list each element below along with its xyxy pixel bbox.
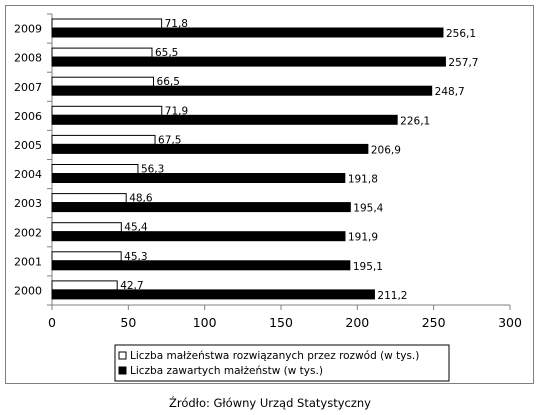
divorce-bar bbox=[51, 193, 127, 204]
divorce-value-label: 56,3 bbox=[141, 164, 164, 176]
divorce-bar bbox=[51, 222, 122, 233]
divorce-value-label: 45,3 bbox=[124, 251, 147, 263]
x-tick-label: 200 bbox=[345, 315, 369, 330]
category-label: 2003 bbox=[14, 197, 42, 210]
category-label: 2006 bbox=[14, 110, 42, 123]
divorce-bar bbox=[51, 280, 118, 291]
x-tick-label: 0 bbox=[48, 315, 56, 330]
x-tick-label: 100 bbox=[193, 315, 217, 330]
divorce-bar bbox=[51, 47, 153, 58]
marriage-bar bbox=[51, 260, 351, 271]
divorce-bar bbox=[51, 18, 163, 29]
x-tick-label: 250 bbox=[422, 315, 446, 330]
source-note: Źródło: Główny Urząd Statystyczny bbox=[168, 396, 371, 410]
divorce-bar bbox=[51, 164, 139, 174]
category-label: 2008 bbox=[14, 52, 42, 65]
category-label: 2000 bbox=[14, 284, 42, 297]
x-tick-label: 300 bbox=[498, 315, 522, 330]
legend-entry: Liczba zawartych małżeństw (w tys.) bbox=[130, 365, 323, 377]
marriage-bar bbox=[51, 85, 433, 96]
bar-chart: 0 50 100 150 200 250 300 2009 71,8 256,1 2008 65,5 2… bbox=[14, 13, 522, 382]
marriage-bar bbox=[51, 173, 346, 183]
divorce-bar bbox=[51, 134, 156, 145]
legend-swatch bbox=[118, 366, 127, 375]
legend-box bbox=[114, 344, 450, 382]
marriage-bar bbox=[51, 202, 351, 213]
x-tick-label: 50 bbox=[120, 315, 136, 330]
marriage-value-label: 191,9 bbox=[348, 232, 378, 244]
divorce-bar bbox=[51, 251, 122, 262]
marriage-bar bbox=[51, 56, 446, 67]
divorce-value-label: 67,5 bbox=[158, 134, 181, 146]
category-label: 2001 bbox=[14, 255, 42, 268]
marriage-bar bbox=[51, 114, 398, 125]
divorce-value-label: 71,9 bbox=[165, 105, 188, 117]
divorce-value-label: 71,8 bbox=[165, 18, 188, 30]
divorce-bar bbox=[51, 105, 163, 116]
marriage-bar bbox=[51, 143, 369, 154]
divorce-value-label: 48,6 bbox=[129, 193, 153, 205]
divorce-value-label: 66,5 bbox=[157, 76, 180, 88]
marriage-value-label: 256,1 bbox=[446, 28, 476, 40]
category-label: 2002 bbox=[14, 226, 42, 239]
category-label: 2004 bbox=[14, 168, 42, 181]
marriage-bar bbox=[51, 231, 346, 242]
marriage-value-label: 248,7 bbox=[435, 86, 465, 98]
divorce-value-label: 42,7 bbox=[120, 280, 143, 292]
category-label: 2007 bbox=[14, 81, 42, 94]
marriage-value-label: 191,8 bbox=[348, 174, 378, 186]
category-label: 2005 bbox=[14, 139, 42, 152]
divorce-bar bbox=[51, 76, 155, 87]
divorce-value-label: 65,5 bbox=[155, 47, 178, 59]
marriage-value-label: 206,9 bbox=[371, 144, 401, 156]
category-label: 2009 bbox=[14, 23, 42, 36]
marriage-bar bbox=[51, 27, 444, 38]
marriage-bar bbox=[51, 289, 375, 300]
x-tick-label: 150 bbox=[269, 315, 293, 330]
divorce-value-label: 45,4 bbox=[124, 222, 148, 234]
marriage-value-label: 257,7 bbox=[448, 57, 478, 69]
marriage-value-label: 211,2 bbox=[377, 290, 407, 302]
legend-swatch bbox=[118, 351, 127, 360]
marriage-value-label: 195,1 bbox=[353, 261, 383, 273]
marriage-value-label: 226,1 bbox=[400, 115, 430, 127]
legend-entry: Liczba małżeństwa rozwiązanych przez roz… bbox=[130, 350, 419, 362]
marriage-value-label: 195,4 bbox=[353, 203, 383, 215]
